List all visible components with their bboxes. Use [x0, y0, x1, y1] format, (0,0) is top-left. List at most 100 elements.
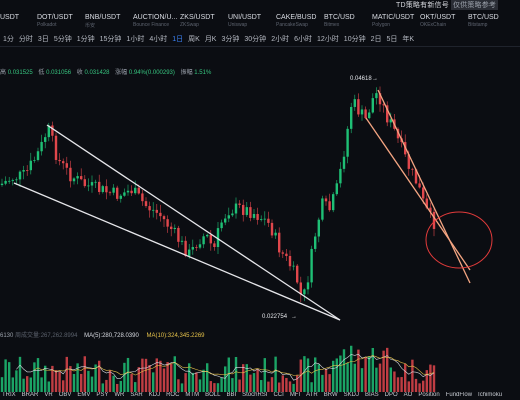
indicator-tab[interactable]: BOLL — [205, 392, 221, 398]
indicator-tab[interactable]: SAR — [130, 392, 143, 398]
candle-body — [339, 168, 342, 184]
ticker-tab[interactable]: MATIC/USDT Polygon — [372, 14, 422, 28]
candle-body — [425, 198, 428, 208]
indicator-tab[interactable]: TRIX — [2, 392, 16, 398]
indicator-tab[interactable]: BRAR — [21, 392, 39, 398]
timeframe-option[interactable]: 30分钟 — [244, 36, 267, 43]
volume-bar — [346, 362, 349, 392]
indicator-tab[interactable]: StochRSI — [242, 392, 268, 398]
timeframe-option[interactable]: 分时 — [18, 36, 33, 43]
timeframe-option[interactable]: 4小时 — [149, 36, 168, 43]
indicator-tab[interactable]: VR — [44, 392, 53, 398]
ticker-tab[interactable]: ZKS/USDT ZKSwap — [180, 14, 230, 28]
candle-body — [144, 201, 148, 207]
timeframe-option[interactable]: 3分钟 — [221, 36, 240, 43]
ticker-tab[interactable]: AUCTION/U... Bounce Finance — [133, 14, 183, 28]
indicator-tab[interactable]: CCI — [273, 392, 284, 398]
indicator-tab[interactable]: FundFlow — [445, 392, 473, 398]
indicator-tab[interactable]: BRW — [323, 392, 338, 398]
low-price-label: 0.022754 — [262, 314, 288, 320]
volume-bar — [371, 347, 374, 392]
ticker-tab[interactable]: BTC/USD Bitmex — [324, 14, 374, 28]
volume-bar — [310, 382, 313, 392]
candle-body — [40, 141, 43, 152]
indicator-tab[interactable]: PSY — [96, 392, 109, 398]
wedge-lower-trendline — [13, 182, 341, 321]
timeframe-option[interactable]: 5日 — [386, 36, 398, 43]
candle-body — [371, 98, 374, 113]
indicator-tab[interactable]: AO — [403, 392, 413, 398]
timeframe-option[interactable]: 2日 — [370, 36, 382, 43]
ticker-tab[interactable]: UNI/USDT Uniswap — [228, 14, 278, 28]
indicator-tab[interactable]: WR — [114, 392, 125, 398]
candle-body — [256, 213, 259, 220]
volume-bar — [216, 383, 220, 392]
volume-bar — [303, 356, 306, 392]
candle-body — [414, 169, 418, 184]
ticker-tab[interactable]: USDT — [0, 14, 50, 22]
indicator-tab[interactable]: DPO — [384, 392, 398, 398]
candle-body — [429, 207, 432, 212]
ticker-exchange: ZKSwap — [180, 22, 199, 28]
candle-body — [11, 180, 14, 181]
indicator-tab[interactable]: ROC — [166, 392, 180, 398]
volume-bar — [202, 369, 205, 392]
volume-bar — [69, 366, 72, 392]
indicator-tab[interactable]: ATR — [306, 392, 318, 398]
ticker-tab[interactable]: CAKE/BUSD PancakeSwap — [276, 14, 326, 28]
timeframe-option[interactable]: 3日 — [37, 36, 49, 43]
volume-bar — [4, 359, 7, 392]
indicator-tab[interactable]: OBV — [58, 392, 72, 398]
ticker-symbol: BTC/USD — [324, 14, 355, 21]
volume-bar — [274, 356, 277, 392]
volume-bar — [162, 368, 166, 392]
indicator-tab[interactable]: KDJ — [148, 392, 161, 398]
candle-body — [220, 222, 223, 229]
ticker-symbol: CAKE/BUSD — [276, 14, 317, 21]
candle-body — [224, 218, 227, 223]
timeframe-option[interactable]: 6小时 — [294, 36, 312, 43]
timeframe-option[interactable]: 1分 — [3, 36, 14, 43]
volume-bar — [62, 380, 65, 392]
ticker-tab[interactable]: OKT/USDT OKExChain — [420, 14, 470, 28]
ticker-symbol: USDT — [0, 14, 20, 21]
ticker-tab[interactable]: BTC/USD Bitstamp — [468, 14, 518, 28]
timeframe-option[interactable]: 10分钟 — [343, 36, 366, 43]
timeframe-option[interactable]: 1日 — [172, 36, 184, 43]
timeframe-option[interactable]: 15分钟 — [99, 36, 122, 43]
timeframe-option[interactable]: 5分钟 — [53, 36, 72, 43]
ticker-tab[interactable]: DOT/USDT Polkadot — [37, 14, 87, 28]
timeframe-option[interactable]: 月K — [204, 36, 217, 43]
volume-bar — [396, 377, 400, 392]
candle-body — [202, 236, 205, 245]
volume-bar — [231, 378, 234, 392]
timeframe-option[interactable]: 1分钟 — [76, 36, 95, 43]
ticker-exchange: Uniswap — [228, 22, 248, 28]
timeframe-option[interactable]: 周K — [188, 36, 200, 43]
indicator-tab[interactable]: Ichimoku — [478, 392, 503, 398]
timeframe-option[interactable]: 年K — [402, 36, 415, 43]
candle-body — [267, 218, 270, 223]
indicator-tab[interactable]: SKDJ — [343, 392, 359, 398]
candle-body — [292, 265, 295, 267]
volume-bar — [350, 345, 353, 392]
volume-bar — [58, 371, 61, 392]
volume-bar — [0, 377, 4, 392]
strategy-signal-banner[interactable]: TD策略有新信号 仅供策略参考 — [396, 0, 499, 10]
timeframe-option[interactable]: 2小时 — [271, 36, 290, 43]
ticker-tab[interactable]: BNB/USDT 币安 — [85, 14, 135, 29]
candle-body — [270, 222, 274, 236]
volume-bar — [224, 366, 227, 392]
candle-body — [18, 171, 22, 180]
timeframe-option[interactable]: 1小时 — [126, 36, 145, 43]
indicator-tab[interactable]: MTM — [185, 392, 200, 398]
indicator-tab[interactable]: EMV — [77, 392, 91, 398]
candle-body — [216, 228, 220, 248]
candle-body — [213, 243, 216, 248]
indicator-tab[interactable]: Position — [418, 392, 440, 398]
timeframe-option[interactable]: 12小时 — [317, 36, 339, 43]
indicator-tab[interactable]: BIAS — [364, 392, 379, 398]
indicator-tab[interactable]: BBI — [226, 392, 237, 398]
indicator-tab[interactable]: MFI — [289, 392, 301, 398]
